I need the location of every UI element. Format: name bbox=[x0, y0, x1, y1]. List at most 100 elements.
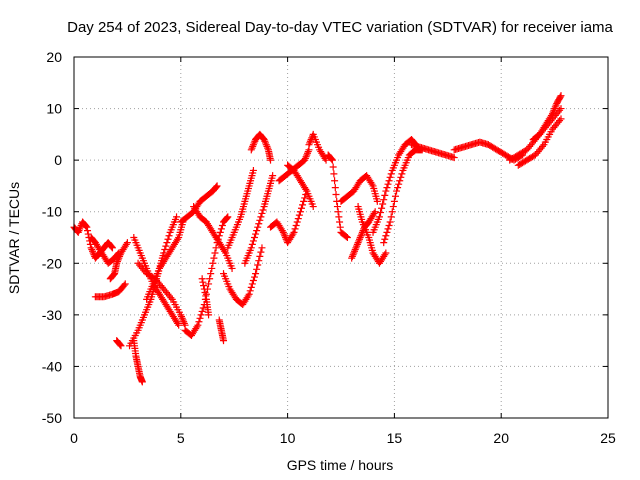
data-point bbox=[264, 144, 272, 152]
series-arc-27 bbox=[354, 203, 390, 267]
data-point bbox=[258, 244, 266, 252]
data-point bbox=[81, 221, 89, 229]
data-point bbox=[538, 142, 546, 150]
data-point bbox=[379, 200, 387, 208]
data-point bbox=[380, 196, 388, 204]
data-point bbox=[343, 234, 351, 241]
series-arc-3 bbox=[91, 280, 129, 301]
data-point bbox=[209, 259, 217, 267]
data-point bbox=[306, 139, 314, 147]
data-point bbox=[201, 289, 209, 297]
data-point bbox=[198, 307, 206, 315]
data-point bbox=[398, 170, 406, 178]
data-point bbox=[164, 235, 172, 243]
plot-frame bbox=[73, 56, 609, 419]
data-point bbox=[261, 137, 269, 145]
data-point bbox=[295, 211, 303, 219]
data-point bbox=[301, 156, 309, 164]
data-point bbox=[250, 234, 258, 241]
data-point bbox=[117, 342, 125, 350]
x-tick-label: 5 bbox=[177, 430, 185, 446]
series-arc-23 bbox=[305, 130, 330, 164]
data-point bbox=[89, 249, 97, 257]
data-point bbox=[330, 170, 338, 178]
data-point bbox=[397, 173, 405, 181]
data-point bbox=[86, 240, 94, 248]
data-point bbox=[247, 244, 255, 252]
data-point bbox=[224, 213, 232, 221]
data-point bbox=[216, 228, 224, 236]
data-point bbox=[108, 244, 116, 252]
data-point bbox=[107, 242, 115, 250]
data-point bbox=[384, 180, 392, 188]
data-point bbox=[336, 218, 344, 226]
series-arc-30 bbox=[407, 141, 458, 162]
data-point bbox=[260, 136, 268, 144]
y-tick-labels: -50 -40 -30 -20 -10 0 10 20 bbox=[42, 49, 62, 426]
data-point bbox=[357, 232, 365, 240]
data-point bbox=[352, 244, 360, 252]
data-point bbox=[220, 337, 228, 345]
data-point bbox=[293, 218, 301, 226]
data-point bbox=[249, 166, 257, 174]
data-point bbox=[371, 208, 379, 216]
y-tick-label: -20 bbox=[42, 255, 62, 271]
data-point bbox=[122, 240, 130, 248]
series-arc-5 bbox=[113, 337, 125, 350]
data-point bbox=[380, 239, 388, 247]
data-point bbox=[549, 108, 557, 116]
data-point bbox=[450, 154, 458, 162]
data-point bbox=[548, 110, 556, 118]
data-point bbox=[262, 139, 270, 147]
data-point bbox=[199, 304, 207, 312]
data-point bbox=[333, 203, 341, 211]
data-point bbox=[248, 240, 256, 248]
data-point bbox=[387, 170, 395, 178]
data-point bbox=[193, 323, 201, 331]
series-arc-1 bbox=[70, 218, 116, 262]
data-point bbox=[212, 184, 220, 192]
series-arc-29 bbox=[380, 146, 426, 247]
data-point bbox=[291, 225, 299, 233]
data-point bbox=[249, 142, 257, 150]
data-point bbox=[292, 221, 300, 229]
data-point bbox=[259, 206, 267, 214]
data-point bbox=[245, 290, 253, 298]
series-arc-18 bbox=[241, 172, 277, 267]
series-arc-24 bbox=[324, 151, 351, 241]
data-point bbox=[373, 197, 381, 205]
data-point bbox=[551, 105, 559, 113]
data-point bbox=[254, 261, 262, 269]
y-tick-label: 0 bbox=[54, 152, 62, 168]
series-arc-13 bbox=[190, 203, 236, 272]
data-point bbox=[381, 251, 389, 259]
series-arc-25 bbox=[337, 172, 381, 205]
series-arc-9 bbox=[134, 259, 189, 329]
series-arc-16 bbox=[220, 244, 266, 309]
data-point bbox=[290, 228, 298, 236]
data-point bbox=[211, 249, 219, 257]
data-point bbox=[556, 93, 564, 101]
x-tick-label: 20 bbox=[493, 430, 509, 446]
data-point bbox=[370, 209, 378, 217]
data-point bbox=[388, 208, 396, 216]
series-arc-34 bbox=[529, 92, 565, 144]
data-point bbox=[253, 265, 261, 273]
data-point bbox=[116, 341, 124, 349]
data-point bbox=[384, 225, 392, 233]
data-point bbox=[335, 213, 343, 221]
data-point bbox=[212, 183, 220, 191]
data-point bbox=[194, 321, 202, 329]
data-point bbox=[108, 243, 116, 251]
data-point bbox=[356, 235, 364, 243]
data-point bbox=[328, 156, 336, 164]
data-point bbox=[113, 258, 121, 266]
data-point bbox=[162, 242, 170, 250]
data-point bbox=[305, 141, 313, 149]
data-point bbox=[262, 141, 270, 149]
data-point bbox=[75, 227, 83, 235]
data-point bbox=[353, 242, 361, 250]
data-point bbox=[180, 318, 188, 326]
data-point bbox=[331, 177, 339, 185]
data-point bbox=[280, 230, 288, 238]
